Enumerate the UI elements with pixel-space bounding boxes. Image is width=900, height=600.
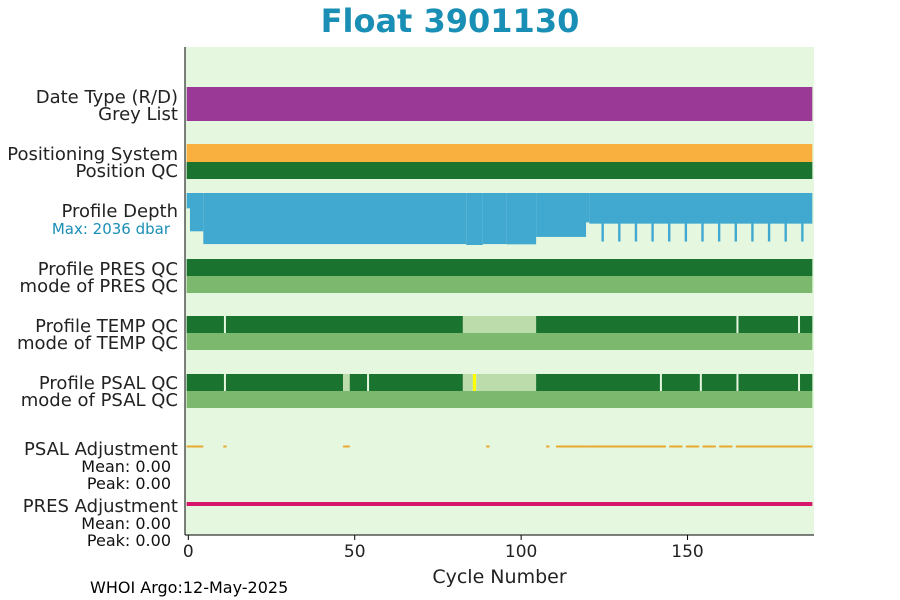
bar-psal_adjustment-4 <box>546 445 550 448</box>
depth-spike-1 <box>618 193 621 242</box>
depth-bar-6 <box>536 193 587 237</box>
bar-psal_qc-5 <box>462 374 473 391</box>
bar-psal_mode-0 <box>186 391 813 408</box>
footer-date: WHOI Argo:12-May-2025 <box>90 578 289 597</box>
x-axis-label: Cycle Number <box>432 566 566 588</box>
x-tick-label-50: 50 <box>344 542 366 562</box>
bar-psal_adjustment-8 <box>685 445 700 448</box>
row-label-psal_mode: mode of PSAL QC <box>21 390 178 411</box>
row-label-pres_qc: Profile PRES QC <box>38 259 178 280</box>
bar-psal_adjustment-6 <box>586 445 666 448</box>
depth-spike-12 <box>801 193 804 242</box>
depth-spike-11 <box>784 193 787 242</box>
row-label-date_type: Date Type (R/D) <box>36 87 178 108</box>
depth-spike-9 <box>751 193 754 242</box>
bar-psal_adjustment-5 <box>556 445 587 448</box>
row-label-pres_mode: mode of PRES QC <box>20 276 178 297</box>
depth-bar-2 <box>203 193 467 245</box>
depth-bar-5 <box>506 193 537 245</box>
bar-pres_adjustment-0 <box>186 502 813 506</box>
depth-bar-8 <box>589 193 813 224</box>
x-tick-label-100: 100 <box>505 542 537 562</box>
peak-psal_adjustment: Peak: 0.00 <box>87 474 171 493</box>
bar-temp_qc-3 <box>536 316 737 333</box>
depth-spike-0 <box>601 193 604 242</box>
depth-spike-7 <box>717 193 721 242</box>
bar-psal_adjustment-3 <box>486 445 490 448</box>
bar-psal_qc-7 <box>476 374 537 391</box>
bar-pres_mode-0 <box>186 276 813 293</box>
depth-bar-0 <box>186 193 190 209</box>
bar-psal_qc-1 <box>225 374 344 391</box>
row-label-temp_qc: Profile TEMP QC <box>35 316 178 337</box>
bar-psal_qc-10 <box>701 374 737 391</box>
bar-psal_adjustment-9 <box>702 445 716 448</box>
bar-psal_adjustment-10 <box>719 445 733 448</box>
depth-bar-4 <box>482 193 507 245</box>
mean-psal_adjustment: Mean: 0.00 <box>81 457 171 476</box>
bar-psal_adjustment-7 <box>669 445 683 448</box>
bar-temp_mode-0 <box>186 333 813 350</box>
depth-bar-7 <box>586 193 590 223</box>
bar-temp_qc-2 <box>462 316 537 333</box>
bar-psal_adjustment-2 <box>343 445 350 448</box>
bar-psal_adjustment-11 <box>735 445 813 448</box>
bar-positioning_system-0 <box>186 144 813 162</box>
bar-psal_adjustment-0 <box>186 445 204 448</box>
row-label-grey_list: Grey List <box>98 104 178 125</box>
depth-spike-10 <box>767 193 771 242</box>
mean-pres_adjustment: Mean: 0.00 <box>81 514 171 533</box>
bar-temp_qc-1 <box>225 316 463 333</box>
x-tick-label-0: 0 <box>183 542 194 562</box>
bar-pres_qc-0 <box>186 259 813 276</box>
bar-psal_adjustment-1 <box>223 445 227 448</box>
bar-position_qc-0 <box>186 162 813 179</box>
bar-psal_qc-4 <box>369 374 463 391</box>
row-label-profile_depth: Profile Depth <box>61 201 178 222</box>
depth-spike-8 <box>734 193 737 242</box>
row-label-positioning_system: Positioning System <box>7 144 178 165</box>
bar-temp_qc-0 <box>186 316 224 333</box>
depth-bar-1 <box>189 193 204 232</box>
bar-temp_qc-5 <box>800 316 813 333</box>
bar-grey_list-0 <box>186 87 813 121</box>
bar-psal_qc-9 <box>661 374 700 391</box>
row-label-psal_qc: Profile PSAL QC <box>39 373 178 394</box>
depth-spike-2 <box>634 193 638 242</box>
bar-psal_qc-3 <box>349 374 368 391</box>
depth-spike-6 <box>701 193 704 242</box>
row-label-temp_mode: mode of TEMP QC <box>17 333 178 354</box>
depth-spike-4 <box>668 193 671 242</box>
bar-psal_qc-11 <box>738 374 799 391</box>
chart-title: Float 3901130 <box>320 2 580 40</box>
bar-psal_qc-0 <box>186 374 224 391</box>
bar-temp_qc-4 <box>738 316 799 333</box>
peak-pres_adjustment: Peak: 0.00 <box>87 531 171 550</box>
depth-bar-3 <box>466 193 483 245</box>
max-depth-annotation: Max: 2036 dbar <box>52 220 171 238</box>
bar-psal_qc-8 <box>536 374 660 391</box>
row-label-psal_adjustment: PSAL Adjustment <box>24 439 178 460</box>
bar-psal_qc-12 <box>800 374 813 391</box>
bar-psal_qc-2 <box>343 374 350 391</box>
depth-spike-3 <box>651 193 654 242</box>
x-tick-label-150: 150 <box>671 542 703 562</box>
row-label-pres_adjustment: PRES Adjustment <box>23 496 178 517</box>
bar-psal_qc-6 <box>472 374 477 391</box>
depth-spike-5 <box>684 193 688 242</box>
row-label-position_qc: Position QC <box>75 161 178 182</box>
